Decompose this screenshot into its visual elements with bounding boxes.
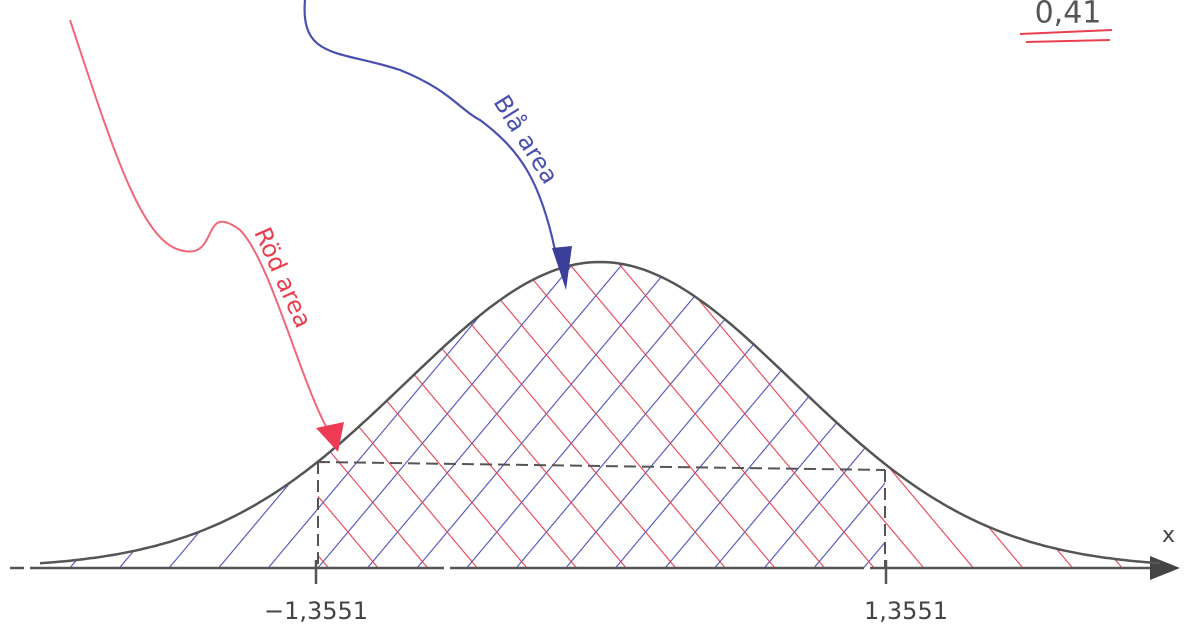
- tick-label: 1,3551: [864, 597, 948, 625]
- result-underline: [1020, 30, 1112, 42]
- axis-label: x: [1162, 523, 1175, 548]
- axis-arrowhead: [1150, 556, 1180, 580]
- tick-label: −1,3551: [264, 597, 368, 625]
- page: x −1,3551 1,3551 Röd area Blå area 0,41 …: [0, 0, 1197, 639]
- red-arrow: [70, 20, 328, 430]
- hatching: [0, 0, 1197, 639]
- blue-area-label: Blå area: [488, 90, 565, 189]
- diagram: x −1,3551 1,3551 Röd area Blå area 0,41: [0, 0, 1197, 639]
- result: 0,41: [1035, 0, 1102, 31]
